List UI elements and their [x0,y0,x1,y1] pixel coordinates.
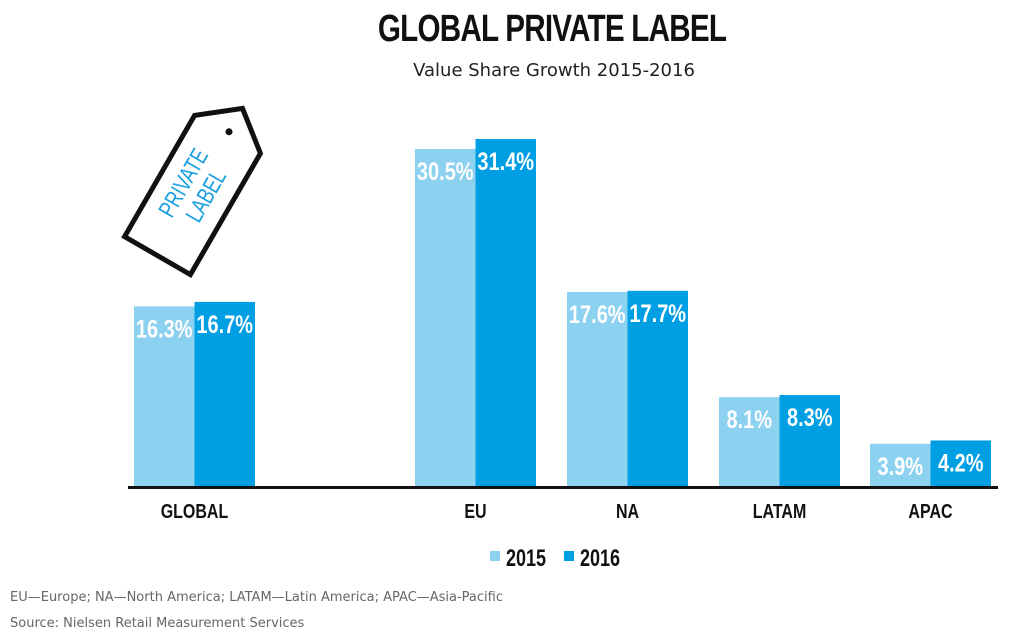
data-label: 17.6% [569,301,626,329]
data-label: 4.2% [938,449,984,477]
bar [779,395,840,487]
tag-hole [225,128,233,136]
chart-title: GLOBAL PRIVATE LABEL [377,8,727,50]
bar [930,440,991,487]
bar [415,148,476,487]
data-label: 31.4% [477,148,534,176]
legend-swatch [490,551,500,561]
bar [134,306,195,487]
tag-outline [121,105,264,279]
legend-label: 2015 [506,546,546,572]
chart-subtitle: Value Share Growth 2015-2016 [413,60,695,81]
legend-label: 2016 [580,546,620,572]
bar [719,397,780,487]
footnote-abbreviations: EU—Europe; NA—North America; LATAM—Latin… [10,590,503,605]
bar [475,139,536,487]
bar [567,291,628,487]
data-label: 3.9% [877,453,923,481]
footnote-source: Source: Nielsen Retail Measurement Servi… [10,616,305,631]
legend-swatch [564,551,574,561]
data-label: 17.7% [629,300,686,328]
x-tick-label: NA [616,500,639,522]
bar [194,301,255,487]
x-axis-line [128,486,998,489]
data-label: 16.3% [136,315,193,343]
data-label: 16.7% [196,311,253,339]
data-label: 30.5% [417,158,474,186]
data-label: 8.1% [726,406,772,434]
bar [627,290,688,487]
x-tick-label: LATAM [753,500,807,522]
x-tick-label: APAC [908,500,952,522]
x-tick-label: GLOBAL [161,500,229,522]
bar [870,443,931,487]
x-tick-label: EU [464,500,486,522]
private-label-tag-logo: PRIVATE LABEL [121,105,264,279]
data-label: 8.3% [787,404,833,432]
